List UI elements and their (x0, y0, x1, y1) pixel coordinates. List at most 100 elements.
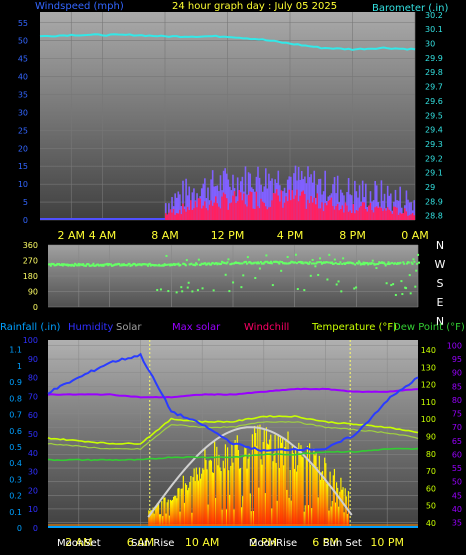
wind-direction-point (212, 289, 215, 292)
legend-item: Max solar (172, 322, 221, 333)
wind-speed-bar (215, 196, 217, 220)
wind-direction-point (148, 262, 151, 265)
wind-direction-point (60, 263, 63, 266)
solar-bar (300, 445, 302, 528)
solar-bar (304, 505, 306, 528)
wind-speed-bar (377, 207, 380, 220)
wind-direction-point (196, 289, 199, 292)
solar-bar (296, 471, 298, 528)
wind-direction-point (308, 261, 311, 264)
solar-bar (279, 437, 282, 528)
solar-bar (265, 427, 268, 528)
wind-direction-point (314, 265, 317, 268)
solar-tick-label: 80 (426, 450, 436, 459)
wind-direction-point (224, 273, 227, 276)
solar-bar (344, 488, 346, 528)
wind-direction-point (411, 262, 414, 265)
wind-direction-point (55, 264, 58, 267)
wind-gust-bar (293, 173, 295, 220)
solar-bar (193, 468, 195, 528)
wind-direction-point (199, 263, 202, 266)
legend-item: Rainfall (.in) (0, 322, 61, 333)
solar-bar (163, 497, 165, 528)
time-tick-label: 8 PM (339, 229, 366, 242)
wind-direction-point (201, 287, 204, 290)
barometer-tick-label: 28.8 (425, 212, 443, 221)
wind-speed-bar (325, 205, 328, 220)
wind-speed-bar (177, 213, 180, 220)
wind-gust-bar (211, 170, 214, 220)
wind-direction-point (382, 261, 385, 264)
wind-speed-bar (280, 190, 283, 220)
wind-direction-point (185, 259, 188, 262)
solar-bar (280, 442, 283, 528)
solar-bar (250, 511, 252, 528)
solar-bar (161, 501, 163, 528)
wind-direction-point (279, 260, 282, 263)
wind-direction-point (231, 262, 234, 265)
wind-direction-point (49, 264, 52, 267)
wind-speed-bar (260, 198, 262, 220)
max-solar-curve (147, 426, 353, 518)
wind-direction-point (258, 267, 261, 270)
wind-direction-point (140, 264, 143, 267)
rain-tick-label: 0.5 (9, 443, 22, 452)
solar-tick-label: 70 (426, 467, 436, 476)
solar-bar (173, 496, 175, 528)
wind-direction-point (339, 261, 342, 264)
solar-bar (149, 511, 151, 528)
barometer-tick-label: 30 (425, 40, 435, 49)
windspeed-tick-label: 20 (18, 144, 28, 153)
solar-bar (209, 459, 211, 528)
rain-tick-label: 0.2 (9, 492, 22, 501)
wind-direction-point (266, 260, 269, 263)
solar-bar (220, 470, 222, 528)
humidity-tick-label: 80 (28, 374, 38, 383)
solar-bar (321, 471, 324, 528)
wind-speed-bar (350, 213, 353, 220)
wind-direction-point (174, 263, 177, 266)
windspeed-tick-label: 15 (18, 162, 28, 171)
temperature-tick-label: 100 (447, 341, 462, 350)
wind-speed-bar (244, 204, 247, 220)
rain-tick-label: 0.7 (9, 411, 22, 420)
wind-gust-bar (168, 203, 170, 220)
solar-bar (247, 458, 249, 528)
wind-gust-bar (218, 191, 220, 220)
solar-bar (192, 477, 194, 528)
solar-bar (232, 462, 234, 528)
wind-gust-bar (193, 188, 195, 220)
wind-speed-bar (275, 189, 278, 220)
wind-direction-point (159, 264, 161, 267)
solar-bar (182, 475, 184, 528)
barometer-tick-label: 29.6 (425, 97, 443, 106)
solar-bar (273, 452, 275, 528)
temperature-tick-label: 85 (452, 382, 462, 391)
solar-tick-label: 100 (421, 415, 436, 424)
humidity-tick-label: 40 (28, 449, 38, 458)
solar-bar (340, 477, 342, 528)
wind-direction-point (165, 254, 168, 257)
wind-direction-point (390, 284, 393, 287)
wind-speed-bar (282, 207, 284, 220)
direction-tick-label: 90 (28, 288, 38, 297)
solar-bar (195, 467, 197, 528)
wind-speed-bar (180, 214, 183, 220)
solar-bar (267, 444, 270, 528)
wind-speed-bar (343, 212, 345, 220)
wind-gust-bar (277, 170, 280, 220)
wind-speed-bar (299, 195, 301, 220)
top-chart-title: 24 hour graph day : July 05 2025 (172, 1, 337, 12)
wind-direction-point (416, 262, 419, 265)
solar-bar (323, 479, 325, 528)
wind-gust-bar (410, 202, 412, 220)
wind-speed-bar (296, 189, 298, 220)
temperature-tick-label: 65 (452, 437, 462, 446)
solar-bar (166, 502, 168, 528)
solar-bar (178, 487, 180, 528)
wind-gust-bar (365, 183, 367, 220)
rain-tick-label: 1.1 (9, 346, 22, 355)
wind-direction-point (232, 281, 235, 284)
direction-tick-label: 360 (23, 241, 38, 250)
solar-bar (203, 469, 205, 528)
